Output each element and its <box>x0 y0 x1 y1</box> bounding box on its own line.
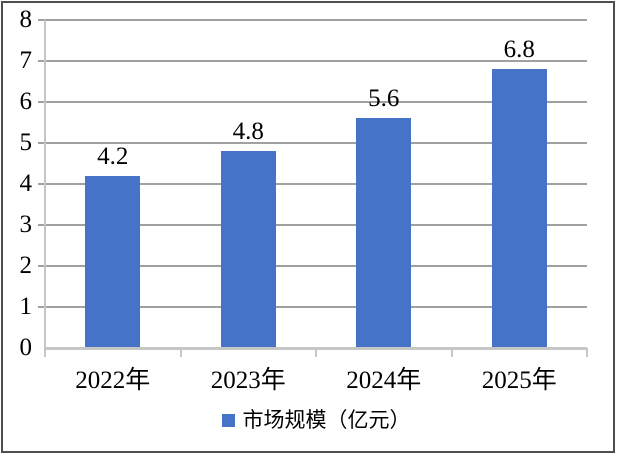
gridline <box>38 60 587 62</box>
gridline <box>38 265 587 267</box>
x-axis-tick <box>315 348 317 357</box>
y-axis-tick-label: 5 <box>19 129 33 156</box>
x-axis-category-label: 2023年 <box>210 367 286 394</box>
y-axis-tick-label: 3 <box>19 211 33 238</box>
y-axis-line <box>44 20 46 357</box>
bar-value-label: 6.8 <box>503 36 535 64</box>
y-axis-tick-label: 2 <box>19 252 33 279</box>
gridline <box>38 142 587 144</box>
bar <box>220 151 276 348</box>
y-axis-tick-label: 0 <box>19 334 33 361</box>
bar <box>491 69 547 348</box>
gridline <box>38 224 587 226</box>
bar-value-label: 5.6 <box>368 85 400 113</box>
x-axis-tick <box>179 348 182 357</box>
y-axis-tick-label: 1 <box>19 293 33 320</box>
bar-slot: 6.8 <box>452 20 588 348</box>
x-axis-tick <box>44 348 46 357</box>
bar-value-label: 4.2 <box>97 142 129 170</box>
gridline <box>38 306 587 308</box>
legend: 市场规模（亿元） <box>45 405 587 435</box>
y-axis-tick-label: 4 <box>19 170 33 197</box>
bar <box>356 118 412 348</box>
bar <box>85 175 141 348</box>
gridline <box>38 101 587 103</box>
legend-label: 市场规模（亿元） <box>242 408 411 432</box>
y-axis-tick-label: 6 <box>19 88 33 115</box>
bar-slot: 4.2 <box>45 20 181 348</box>
x-axis-category-label: 2024年 <box>346 367 422 394</box>
x-axis-tick <box>586 348 588 357</box>
y-axis-tick-label: 8 <box>19 6 33 33</box>
bar-value-label: 4.8 <box>232 118 264 146</box>
plot-area: 4.2 4.8 5.6 6.8 <box>38 19 588 348</box>
x-axis-category-label: 2022年 <box>75 367 151 394</box>
legend-square-marker <box>221 413 235 427</box>
bar-slot: 5.6 <box>316 20 452 348</box>
bar-slot: 4.8 <box>181 20 317 348</box>
gridline <box>38 19 587 21</box>
x-axis-category-label: 2025年 <box>481 367 557 394</box>
x-axis-tick <box>450 348 453 357</box>
y-axis-tick-label: 7 <box>19 47 33 74</box>
gridline <box>38 183 587 185</box>
